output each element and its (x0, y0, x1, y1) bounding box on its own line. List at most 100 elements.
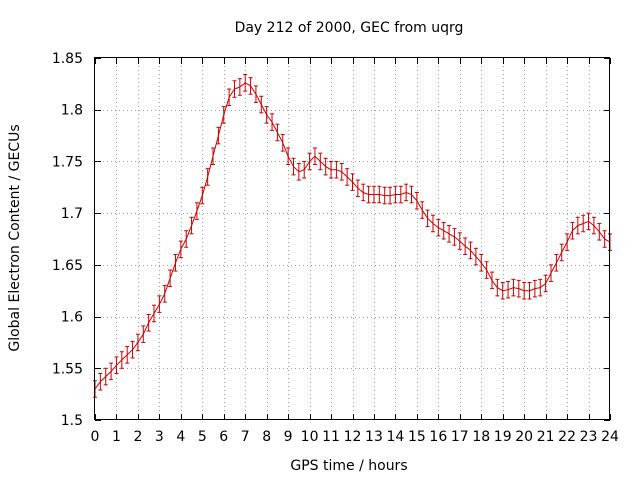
data-point (291, 157, 296, 176)
data-point (157, 295, 162, 313)
data-point (527, 281, 532, 300)
data-point (323, 157, 328, 176)
data-point (581, 214, 586, 233)
x-tick-labels: 0 1 2 3 4 5 6 7 8 9 10 11 12 13 14 15 16 17 18 19 20 21 22 23 24 (91, 429, 619, 445)
data-point (296, 162, 301, 181)
x-tick-label: 8 (262, 429, 271, 445)
data-point (339, 162, 344, 181)
x-tick-label: 22 (558, 429, 576, 445)
x-tick-label: 21 (537, 429, 555, 445)
data-point (243, 74, 248, 92)
x-tick-label: 6 (219, 429, 228, 445)
data-point (409, 185, 414, 204)
data-point (173, 254, 178, 272)
x-tick-label: 20 (515, 429, 533, 445)
data-point (259, 95, 264, 114)
data-point (152, 304, 157, 323)
y-tick-label: 1.85 (52, 51, 83, 67)
data-point (543, 274, 548, 293)
data-point (473, 247, 478, 266)
x-tick-label: 5 (198, 429, 207, 445)
data-point (216, 126, 221, 145)
data-point (586, 212, 591, 231)
data-point (264, 106, 269, 124)
data-series-gec (93, 74, 612, 398)
data-point (312, 147, 317, 166)
x-tick-label: 9 (284, 429, 293, 445)
y-tick-label: 1.75 (52, 154, 83, 170)
data-point (484, 261, 489, 279)
y-tick-label: 1.8 (61, 103, 83, 119)
data-point (318, 152, 323, 171)
data-point (227, 88, 232, 107)
data-point (388, 186, 393, 205)
data-point (280, 134, 285, 152)
data-point (141, 325, 146, 343)
data-point (495, 278, 500, 297)
y-tick-label: 1.55 (52, 361, 83, 377)
x-tick-label: 23 (580, 429, 598, 445)
data-point (468, 241, 473, 260)
data-point (307, 152, 312, 171)
data-point (334, 160, 339, 179)
data-point (554, 254, 559, 272)
y-axis-title: Global Electron Content / GECUs (7, 124, 23, 351)
data-point (506, 280, 511, 299)
series-line (94, 82, 611, 390)
data-point (522, 281, 527, 300)
y-tick-labels: 1.5 1.55 1.6 1.65 1.7 1.75 1.8 1.85 (52, 51, 83, 429)
x-tick-label: 24 (601, 429, 619, 445)
x-tick-label: 2 (133, 429, 142, 445)
data-point (479, 254, 484, 272)
data-point (597, 222, 602, 241)
data-point (447, 225, 452, 243)
data-point (377, 185, 382, 204)
x-tick-label: 19 (494, 429, 512, 445)
data-point (371, 185, 376, 204)
data-point (205, 168, 210, 186)
x-tick-label: 15 (408, 429, 426, 445)
data-point (200, 186, 205, 205)
data-point (286, 147, 291, 166)
x-tick-label: 14 (387, 429, 405, 445)
x-tick-label: 16 (429, 429, 447, 445)
data-point (538, 278, 543, 297)
data-point (404, 183, 409, 202)
data-point (355, 179, 360, 198)
data-point (575, 216, 580, 235)
data-point (441, 221, 446, 240)
plot-frame (94, 57, 610, 420)
x-tick-label: 4 (176, 429, 185, 445)
data-point (516, 279, 521, 298)
x-tick-label: 10 (301, 429, 319, 445)
data-point (398, 185, 403, 204)
grid-lines (95, 58, 610, 420)
data-point (232, 80, 237, 98)
data-point (114, 356, 119, 374)
data-point (184, 230, 189, 248)
x-tick-label: 7 (241, 429, 250, 445)
data-point (109, 362, 114, 381)
data-point (393, 185, 398, 204)
data-point (602, 230, 607, 248)
chart-title: Day 212 of 2000, GEC from uqrg (235, 20, 464, 36)
x-tick-label: 0 (91, 429, 100, 445)
data-point (463, 237, 468, 256)
x-tick-label: 3 (155, 429, 164, 445)
data-point (350, 173, 355, 191)
y-tick-label: 1.6 (61, 310, 83, 326)
data-point (248, 77, 253, 95)
x-tick-label: 17 (451, 429, 469, 445)
data-point (253, 85, 258, 103)
data-point (135, 333, 140, 352)
data-point (178, 240, 183, 259)
y-tick-label: 1.7 (61, 206, 83, 222)
data-point (570, 221, 575, 240)
x-tick-label: 13 (365, 429, 383, 445)
data-point (565, 233, 570, 251)
data-point (500, 281, 505, 300)
x-tick-label: 11 (322, 429, 340, 445)
data-point (532, 279, 537, 298)
data-point (591, 216, 596, 235)
